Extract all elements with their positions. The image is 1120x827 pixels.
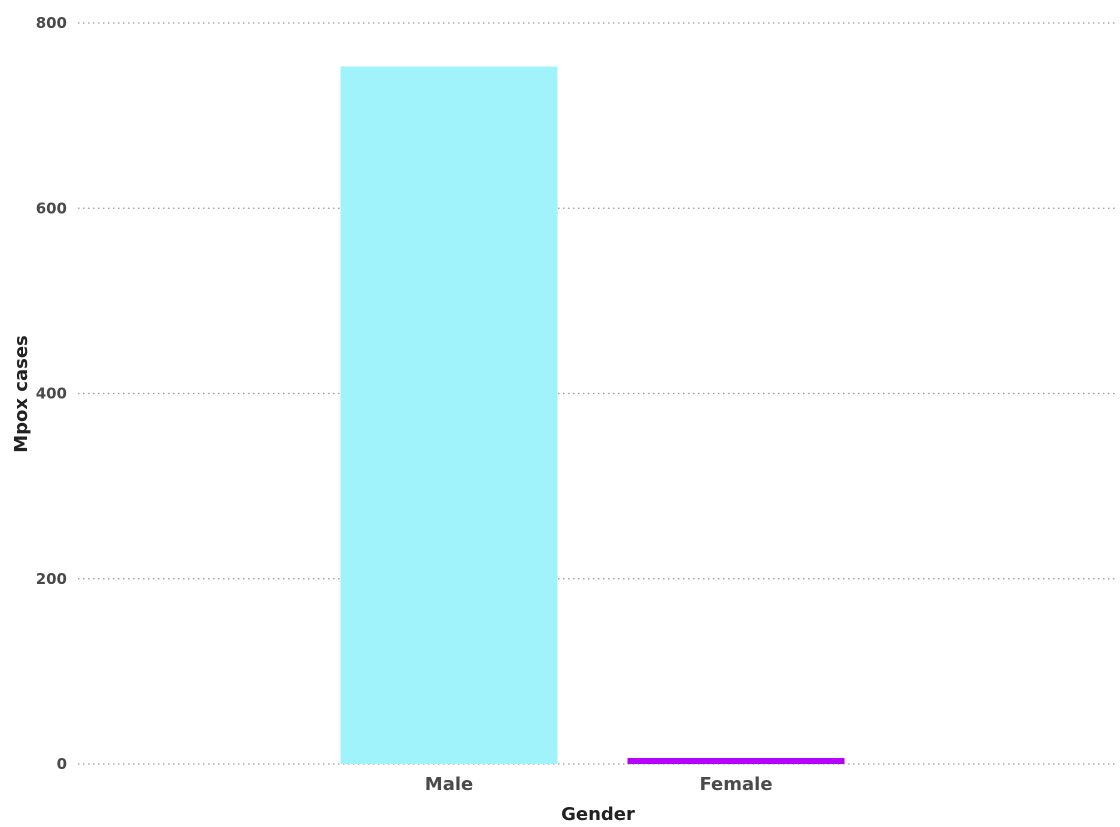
bars — [340, 66, 845, 764]
y-tick-label: 200 — [36, 570, 67, 588]
x-tick-label: Male — [425, 774, 473, 795]
y-axis-title: Mpox cases — [11, 335, 32, 453]
x-tick-label: Female — [699, 774, 772, 795]
bar-male — [340, 66, 558, 764]
bar-female — [627, 758, 845, 764]
x-axis-ticks: Male Female — [425, 774, 773, 795]
y-tick-label: 400 — [36, 385, 67, 403]
gridlines — [78, 22, 1118, 765]
y-tick-label: 800 — [36, 14, 67, 32]
y-axis-ticks: 0 200 400 600 800 — [36, 14, 67, 773]
y-tick-label: 0 — [57, 755, 67, 773]
x-axis-title: Gender — [561, 804, 635, 825]
y-tick-label: 600 — [36, 199, 67, 217]
